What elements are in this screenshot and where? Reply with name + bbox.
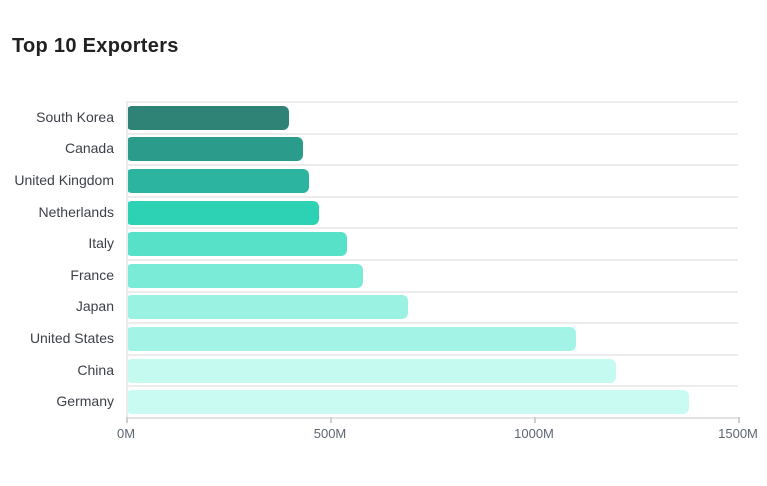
- x-axis-tick: [126, 417, 128, 423]
- category-label: Germany: [56, 393, 114, 410]
- category-label: Netherlands: [38, 203, 115, 220]
- y-axis-line: [126, 101, 128, 417]
- chart-row: Italy: [0, 227, 738, 259]
- chart-row: Germany: [0, 385, 738, 417]
- bar-france[interactable]: [126, 263, 364, 288]
- bar-chart: South Korea Canada United Kingdom Netherlan…: [0, 101, 738, 417]
- bar-united-states[interactable]: [126, 326, 576, 351]
- bar-track: [126, 101, 738, 133]
- bar-track: [126, 195, 738, 228]
- category-label: Canada: [64, 140, 114, 157]
- chart-title: Top 10 Exporters: [12, 35, 179, 57]
- bar-germany[interactable]: [126, 390, 690, 415]
- chart-row: Japan: [0, 290, 738, 323]
- category-label: United States: [29, 329, 114, 346]
- chart-row: United States: [0, 322, 738, 354]
- x-axis-tick-label: 1500M: [718, 426, 758, 441]
- bar-track: [126, 227, 738, 259]
- chart-row: Canada: [0, 132, 738, 165]
- chart-row: France: [0, 258, 738, 291]
- bar-track: [126, 132, 738, 165]
- x-axis-line: [126, 417, 738, 419]
- bar-canada[interactable]: [126, 137, 303, 162]
- x-axis-tick-label: 0M: [116, 426, 136, 441]
- bar-track: [126, 353, 738, 386]
- category-label: South Korea: [36, 108, 114, 125]
- bar-japan[interactable]: [126, 295, 409, 320]
- chart-row: Netherlands: [0, 195, 738, 228]
- category-label: France: [70, 266, 114, 283]
- bar-south-korea[interactable]: [126, 105, 290, 130]
- bar-track: [126, 164, 738, 196]
- x-axis-tick: [534, 417, 536, 423]
- category-label: China: [77, 361, 114, 378]
- x-axis-tick: [738, 417, 740, 423]
- category-label: Italy: [88, 235, 114, 252]
- bar-netherlands[interactable]: [126, 200, 319, 225]
- bar-china[interactable]: [126, 358, 617, 383]
- bar-italy[interactable]: [126, 232, 348, 257]
- category-label: United Kingdom: [14, 171, 114, 188]
- x-axis-tick-label: 500M: [313, 426, 347, 441]
- chart-row: China: [0, 353, 738, 386]
- bar-track: [126, 258, 738, 291]
- chart-row: South Korea: [0, 101, 738, 133]
- bar-united-kingdom[interactable]: [126, 168, 310, 193]
- bar-track: [126, 385, 738, 417]
- category-label: Japan: [75, 298, 114, 315]
- bar-track: [126, 322, 738, 354]
- chart-row: United Kingdom: [0, 164, 738, 196]
- x-axis-tick: [330, 417, 332, 423]
- x-axis-tick-label: 1000M: [514, 426, 554, 441]
- bar-track: [126, 290, 738, 323]
